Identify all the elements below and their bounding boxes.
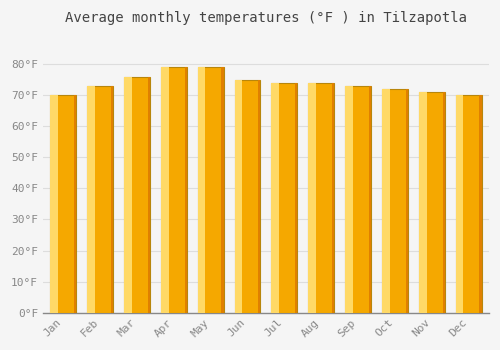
- Bar: [369, 86, 371, 313]
- Bar: [234, 80, 242, 313]
- Bar: [345, 86, 353, 313]
- Bar: [234, 80, 260, 313]
- Bar: [124, 77, 150, 313]
- Bar: [442, 92, 444, 313]
- Bar: [308, 83, 316, 313]
- Title: Average monthly temperatures (°F ) in Tilzapotla: Average monthly temperatures (°F ) in Ti…: [65, 11, 467, 25]
- Bar: [50, 95, 58, 313]
- Bar: [419, 92, 426, 313]
- Bar: [456, 95, 464, 313]
- Bar: [480, 95, 482, 313]
- Bar: [406, 89, 408, 313]
- Bar: [456, 95, 481, 313]
- Bar: [198, 67, 205, 313]
- Bar: [198, 67, 224, 313]
- Bar: [332, 83, 334, 313]
- Bar: [148, 77, 150, 313]
- Bar: [87, 86, 95, 313]
- Bar: [295, 83, 298, 313]
- Bar: [419, 92, 444, 313]
- Bar: [258, 80, 260, 313]
- Bar: [222, 67, 224, 313]
- Bar: [345, 86, 371, 313]
- Bar: [308, 83, 334, 313]
- Bar: [382, 89, 408, 313]
- Bar: [161, 67, 186, 313]
- Bar: [272, 83, 297, 313]
- Bar: [161, 67, 168, 313]
- Bar: [382, 89, 390, 313]
- Bar: [272, 83, 279, 313]
- Bar: [124, 77, 132, 313]
- Bar: [184, 67, 186, 313]
- Bar: [111, 86, 113, 313]
- Bar: [74, 95, 76, 313]
- Bar: [87, 86, 113, 313]
- Bar: [50, 95, 76, 313]
